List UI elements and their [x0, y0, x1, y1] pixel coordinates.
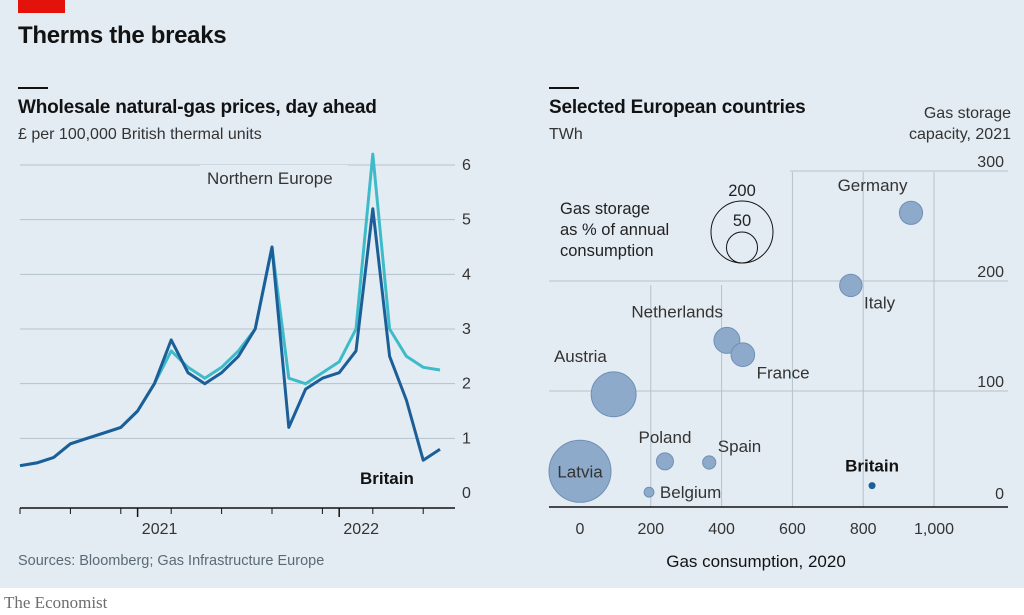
source-note: Sources: Bloomberg; Gas Infrastructure E… — [18, 553, 325, 569]
bubble-legend-title-line: as % of annual — [560, 221, 669, 239]
bubble-chart: 0 200 400 600 800 1,000 0 100 200 300 Gas consumpt… — [548, 154, 1008, 571]
bubble-chart-y-tick-label: 200 — [977, 264, 1004, 281]
line-chart-y-tick-label: 3 — [462, 321, 471, 338]
bubble-italy — [839, 273, 863, 298]
bubble-label-belgium: Belgium — [660, 483, 721, 502]
bubble-label-netherlands: Netherlands — [631, 302, 723, 321]
northern-europe-series-label: Northern Europe — [207, 169, 333, 188]
bubble-label-britain: Britain — [845, 457, 899, 476]
bubble-chart-grid: 0 200 400 600 800 1,000 0 100 200 300 Gas consumpt… — [549, 154, 1008, 571]
line-chart-series — [19, 152, 441, 468]
bubble-legend-title-line: Gas storage — [560, 200, 650, 218]
bubble-chart-y-tick-label: 300 — [977, 154, 1004, 171]
line-chart-y-tick-label: 5 — [462, 212, 471, 229]
left-chart-units: £ per 100,000 British thermal units — [18, 126, 262, 143]
bubble-label-latvia: Latvia — [557, 462, 603, 481]
bubble-chart-y-tick-label: 100 — [977, 374, 1004, 391]
bubble-austria — [590, 371, 637, 418]
right-chart-units: TWh — [549, 126, 583, 143]
bubble-label-spain: Spain — [718, 437, 761, 456]
charts-svg: 0 1 2 3 4 5 6 2021 2022 Northern Europe Britain 0… — [19, 152, 1008, 571]
bubble-france — [730, 342, 756, 368]
line-chart-y-tick-label: 4 — [462, 266, 471, 283]
line-chart-y-tick-label: 2 — [462, 376, 471, 393]
bubble-legend-small-value: 50 — [733, 212, 751, 230]
bubble-label-germany: Germany — [838, 176, 908, 195]
line-chart-y-tick-label: 1 — [462, 430, 471, 447]
britain-line — [19, 207, 441, 468]
line-chart-y-tick-label: 6 — [462, 157, 471, 174]
right-title-rule — [549, 87, 579, 89]
line-chart-grid: 0 1 2 3 4 5 6 2021 2022 — [19, 157, 471, 538]
brand-logo: The Economist — [4, 593, 108, 612]
bubble-belgium — [643, 486, 655, 498]
brand-red-tag — [18, 0, 65, 13]
bubble-chart-x-tick-label: 1,000 — [914, 521, 954, 538]
line-chart: 0 1 2 3 4 5 6 2021 2022 Northern Europe Britain — [19, 152, 471, 538]
bubble-chart-points: Latvia Austria Belgium Poland Spain Netherlan… — [548, 176, 924, 503]
britain-series-label: Britain — [360, 469, 414, 488]
bubble-label-italy: Italy — [864, 294, 896, 313]
line-chart-y-tick-label: 0 — [462, 485, 471, 502]
bubble-chart-x-tick-label: 600 — [779, 521, 806, 538]
bubble-britain — [868, 482, 876, 490]
y-axis-title-line-1: Gas storage — [923, 105, 1011, 122]
bubble-chart-x-tick-label: 800 — [850, 521, 877, 538]
bubble-legend-large-value: 200 — [728, 182, 756, 200]
bubble-germany — [898, 200, 924, 225]
line-chart-labels: Northern Europe Britain — [200, 165, 414, 488]
bubble-size-legend: Gas storage as % of annual consumption 200 5… — [560, 182, 774, 264]
bubble-legend-title-line: consumption — [560, 242, 654, 260]
line-chart-x-tick-label: 2021 — [142, 521, 178, 538]
bubble-chart-x-tick-label: 400 — [708, 521, 735, 538]
bubble-spain — [702, 455, 717, 470]
northern-europe-line — [19, 152, 441, 468]
bubble-latvia — [548, 439, 612, 503]
bubble-label-france: France — [757, 364, 810, 383]
bubble-legend-small-circle — [726, 231, 758, 264]
bubble-label-poland: Poland — [638, 428, 691, 447]
y-axis-title: Gas storage capacity, 2021 — [909, 103, 1011, 145]
right-chart-title: Selected European countries — [549, 97, 806, 118]
bubble-chart-x-tick-label: 200 — [637, 521, 664, 538]
series-label-background — [200, 165, 348, 189]
bubble-poland — [655, 452, 674, 471]
bubble-chart-x-axis-title: Gas consumption, 2020 — [666, 552, 846, 571]
y-axis-title-line-2: capacity, 2021 — [909, 126, 1011, 143]
line-chart-x-tick-label: 2022 — [343, 521, 379, 538]
bubble-chart-y-tick-label: 0 — [995, 486, 1004, 503]
left-chart-title: Wholesale natural-gas prices, day ahead — [18, 97, 377, 118]
bubble-label-austria: Austria — [554, 347, 607, 366]
left-title-rule — [18, 87, 48, 89]
bubble-chart-x-tick-label: 0 — [576, 521, 585, 538]
headline: Therms the breaks — [18, 22, 227, 49]
